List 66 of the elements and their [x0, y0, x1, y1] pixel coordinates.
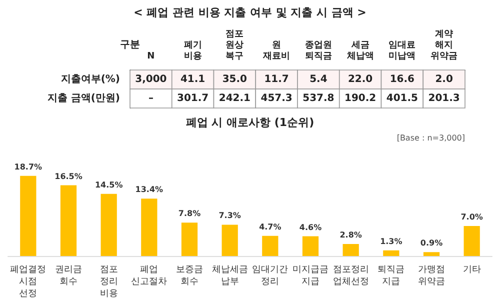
bar — [383, 250, 400, 256]
data-label: 18.7% — [14, 162, 42, 172]
bar — [141, 198, 158, 256]
category-label: N — [147, 52, 155, 62]
category-label: 종업원 퇴직금 — [304, 40, 332, 62]
x-tick-label: 폐업결정 시점 선정 — [10, 265, 46, 299]
bar — [342, 244, 359, 256]
text: [Base : n=3,000] — [396, 134, 466, 142]
bar — [181, 222, 198, 256]
category-label: 지출여부(%) — [60, 74, 120, 85]
category-label: 세금 체납액 — [346, 40, 374, 62]
bar — [60, 185, 77, 256]
data-label: 16.5% — [54, 172, 82, 181]
x-tick-label: 퇴직금 지급 — [378, 265, 405, 287]
text: – — [148, 93, 154, 104]
data-label: 7.8% — [178, 209, 201, 218]
data-label: 13.4% — [135, 185, 164, 194]
bar — [464, 226, 480, 256]
data-label: 4.6% — [299, 222, 322, 232]
x-tick-label: 권리금 회수 — [55, 265, 82, 287]
category-label: 지출 금액(만원) — [47, 93, 120, 104]
x-tick-label: 가맹점 위약금 — [418, 265, 445, 287]
text: 2.0 — [435, 74, 453, 85]
x-tick-label: 점포 정리 비용 — [100, 265, 118, 299]
text: 구분 — [120, 40, 140, 50]
bar — [423, 252, 440, 256]
text: 3,000 — [135, 74, 167, 85]
data-label: 0.9% — [420, 238, 443, 248]
data-label: 7.3% — [218, 211, 241, 220]
chart-title: 폐업 시 애로사항 (1순위) — [186, 116, 314, 129]
text: 201.3 — [428, 93, 460, 104]
bar — [262, 236, 278, 256]
x-tick-label: 폐업 신고절차 — [131, 265, 168, 287]
text: 301.7 — [176, 93, 209, 104]
x-tick-label: 체납세금 납부 — [212, 265, 248, 287]
category-label: 점포 원상 복구 — [226, 30, 244, 62]
text: 190.2 — [344, 93, 376, 104]
data-label: 7.0% — [460, 212, 483, 222]
text: 41.1 — [180, 74, 206, 85]
category-label: 계약 해지 위약금 — [430, 30, 458, 62]
text: 457.3 — [260, 93, 292, 104]
x-tick-label: 보증금 회수 — [176, 265, 203, 287]
text: 22.0 — [348, 74, 373, 85]
x-tick-label: 임대기간 정리 — [252, 265, 288, 287]
category-label: 임대료 미납액 — [388, 40, 416, 62]
bar — [100, 194, 117, 256]
x-tick-label: 기타 — [462, 265, 481, 275]
x-tick-label: 미지급금 지급 — [292, 265, 328, 287]
data-label: 4.7% — [259, 222, 282, 232]
x-tick-label: 점포정리 업체선정 — [332, 265, 369, 287]
data-label: 1.3% — [380, 236, 402, 246]
text: 16.6 — [390, 74, 415, 85]
text: 242.1 — [218, 93, 251, 104]
text: 537.8 — [302, 93, 334, 104]
bar — [20, 176, 36, 256]
text: 35.0 — [222, 74, 248, 85]
text: 5.4 — [310, 74, 328, 85]
bar — [222, 224, 238, 256]
text: < 폐업 관련 비용 지출 여부 및 지출 시 금액 > — [134, 6, 366, 19]
category-label: 폐기 비용 — [184, 40, 202, 62]
data-label: 14.5% — [94, 180, 123, 190]
bar — [302, 236, 319, 256]
data-label: 2.8% — [340, 230, 362, 240]
text: 401.5 — [386, 93, 418, 104]
category-label: 원 재료비 — [262, 40, 290, 62]
text: 11.7 — [264, 74, 289, 85]
